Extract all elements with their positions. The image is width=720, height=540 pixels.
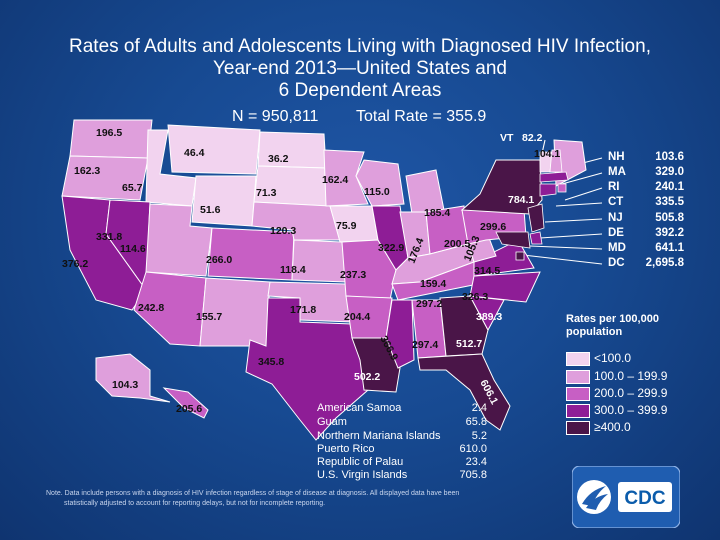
state-value-tx: 345.8 (258, 356, 284, 368)
state-wa (69, 119, 153, 159)
footnote: Note. Data include persons with a diagno… (46, 489, 566, 509)
state-value-mt: 46.4 (184, 147, 205, 159)
state-value-il: 322.9 (378, 242, 404, 254)
state-ga (439, 295, 489, 357)
state-value-co: 266.0 (206, 254, 232, 266)
state-tx (245, 297, 369, 441)
dependent-area-row: U.S. Virgin Islands 705.8 (317, 469, 487, 481)
legend-swatch (566, 404, 590, 418)
state-value-pa: 299.6 (480, 221, 506, 233)
state-value-me: 104.1 (534, 148, 560, 160)
state-value-ca: 376.2 (62, 258, 88, 270)
state-value-ar: 204.4 (344, 311, 370, 323)
state-value-id: 65.7 (122, 182, 143, 194)
northeast-row: CT 335.5 (608, 196, 684, 208)
dependent-area-row: Guam 65.8 (317, 416, 487, 428)
title-line-3: 6 Dependent Areas (278, 80, 442, 101)
state-value-sc: 389.3 (476, 311, 502, 323)
footnote-line-1: Note. Data include persons with a diagno… (46, 490, 460, 497)
hhs-eagle-icon (577, 480, 611, 514)
state-value-ne: 120.3 (270, 225, 296, 237)
total-rate: Total Rate = 355.9 (356, 108, 487, 125)
state-value-nm: 155.7 (196, 311, 222, 323)
legend-title: Rates per 100,000 population (566, 313, 659, 338)
northeast-row: MD 641.1 (608, 242, 684, 254)
state-value-sd: 71.3 (256, 187, 277, 199)
state-value-nc: 326.3 (462, 291, 488, 303)
state-value-ny: 784.1 (508, 194, 534, 206)
state-hi (162, 387, 209, 419)
legend-swatch (566, 352, 590, 366)
state-mn (323, 149, 369, 207)
vt-label: VT (500, 132, 514, 144)
state-value-wa: 196.5 (96, 127, 122, 139)
vt-value: 82.2 (522, 132, 543, 144)
state-value-mo: 237.3 (340, 269, 366, 281)
state-dc (515, 251, 525, 261)
state-value-ga: 512.7 (456, 338, 482, 350)
northeast-row: DE 392.2 (608, 227, 684, 239)
state-mt (167, 124, 261, 175)
state-shapes (61, 119, 587, 441)
cdc-logo-text: CDC (624, 488, 665, 509)
title-line-2: Year-end 2013—United States and (212, 58, 507, 79)
state-wi (355, 159, 405, 207)
dependent-area-row: Northern Mariana Islands 5.2 (317, 430, 487, 442)
dependent-area-row: American Samoa 2.4 (317, 402, 487, 414)
northeast-row: MA 329.0 (608, 166, 684, 178)
state-value-nd: 36.2 (268, 153, 289, 165)
northeast-row: RI 240.1 (608, 181, 684, 193)
state-value-ia: 75.9 (336, 220, 357, 232)
state-ak (95, 353, 171, 403)
state-value-ut: 114.6 (120, 243, 146, 255)
state-va (473, 239, 535, 277)
state-value-az: 242.8 (138, 302, 164, 314)
legend-swatch (566, 370, 590, 384)
state-md (495, 231, 531, 249)
state-de (529, 231, 543, 245)
state-nc (469, 271, 541, 303)
state-value-tn: 297.2 (416, 298, 442, 310)
legend-swatch (566, 421, 590, 435)
cdc-logo: CDC (572, 466, 680, 528)
state-value-hi: 205.6 (176, 403, 202, 415)
state-wy (191, 175, 257, 227)
dependent-area-row: Republic of Palau 23.4 (317, 456, 487, 468)
state-value-ok: 171.8 (290, 304, 316, 316)
state-value-mn: 162.4 (322, 174, 348, 186)
title-line-1: Rates of Adults and Adolescents Living w… (69, 36, 651, 57)
state-sd (253, 165, 327, 207)
state-ma (539, 171, 569, 183)
state-value-or: 162.3 (74, 165, 100, 177)
legend-swatch (566, 387, 590, 401)
state-value-nv: 331.8 (96, 231, 122, 243)
dependent-area-row: Puerto Rico 610.0 (317, 443, 487, 455)
state-az (133, 271, 207, 347)
footnote-line-2: statistically adjusted to account for re… (64, 500, 326, 507)
state-value-ky: 159.4 (420, 278, 446, 290)
state-value-wi: 115.0 (364, 186, 390, 198)
state-value-mi: 185.4 (424, 207, 450, 219)
state-ri (557, 183, 567, 193)
state-value-ks: 118.4 (280, 264, 306, 276)
state-value-al: 297.4 (412, 339, 438, 351)
state-nj (527, 203, 545, 233)
total-count: N = 950,811 (232, 108, 319, 125)
state-value-la: 502.2 (354, 371, 380, 383)
state-or (61, 155, 149, 201)
state-ms (385, 299, 415, 369)
state-value-oh: 200.5 (444, 238, 470, 250)
northeast-pointer-lines (522, 139, 603, 265)
state-value-va: 314.5 (474, 265, 500, 277)
northeast-row: NJ 505.8 (608, 212, 684, 224)
northeast-row: DC 2,695.8 (608, 257, 684, 269)
state-ct (539, 183, 557, 197)
state-value-ak: 104.3 (112, 379, 138, 391)
state-fl (417, 353, 511, 431)
state-value-wy: 51.6 (200, 204, 221, 216)
northeast-row: NH 103.6 (608, 151, 684, 163)
